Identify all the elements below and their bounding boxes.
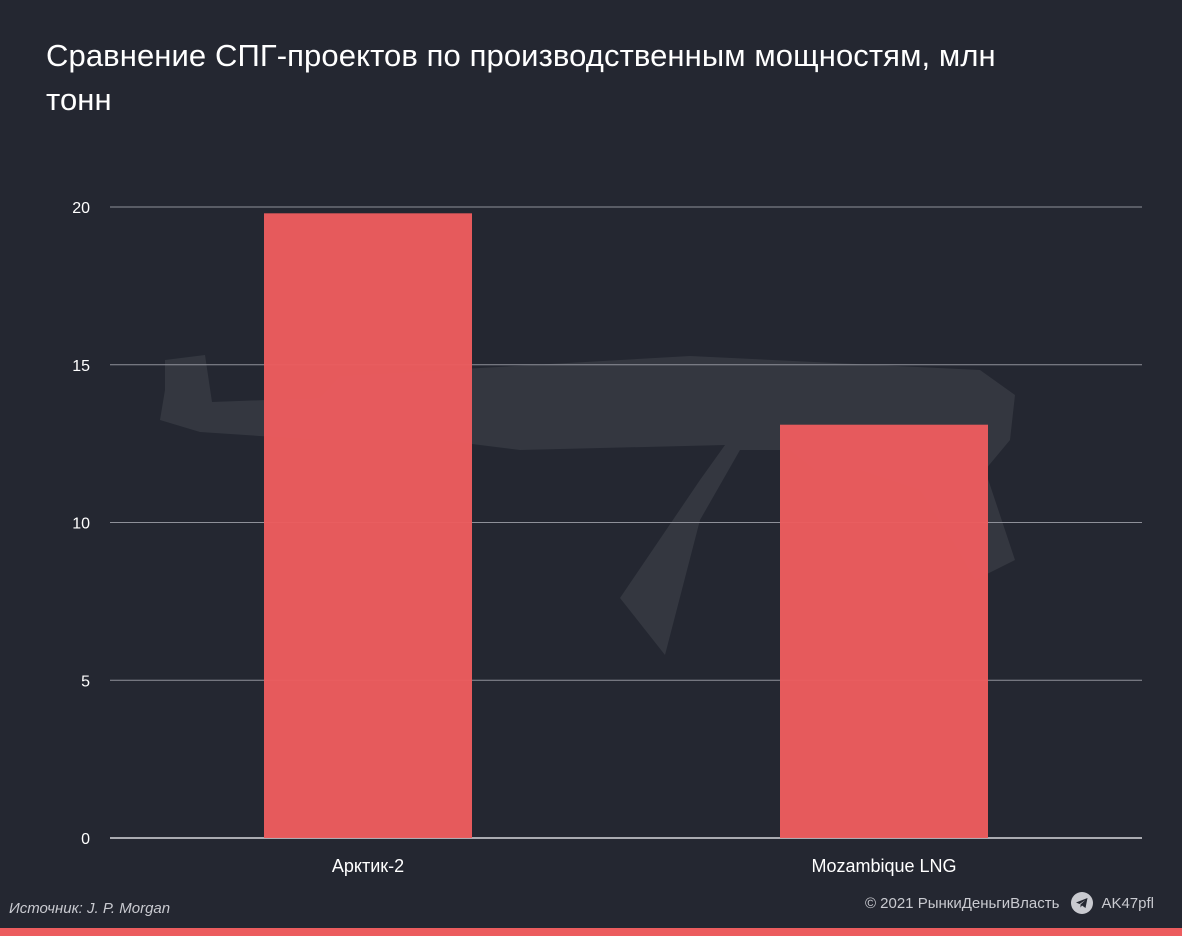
credit: © 2021 РынкиДеньгиВласть AK47pfl bbox=[865, 892, 1154, 914]
chart-title: Сравнение СПГ-проектов по производственн… bbox=[46, 38, 996, 117]
bar bbox=[264, 213, 472, 838]
bar bbox=[780, 424, 988, 838]
x-tick-label: Арктик-2 bbox=[332, 856, 404, 876]
y-tick-label: 20 bbox=[72, 200, 90, 217]
y-tick-label: 15 bbox=[72, 358, 90, 375]
accent-bar bbox=[0, 928, 1182, 936]
y-tick-label: 10 bbox=[72, 516, 90, 533]
copyright-text: © 2021 РынкиДеньгиВласть bbox=[864, 894, 1060, 912]
y-axis-labels: 0 5 10 15 20 bbox=[72, 200, 90, 848]
y-tick-label: 0 bbox=[81, 831, 90, 848]
x-axis-labels: Арктик-2 Mozambique LNG bbox=[332, 856, 957, 876]
telegram-icon bbox=[1071, 892, 1094, 914]
y-tick-label: 5 bbox=[81, 673, 90, 690]
channel-name[interactable]: AK47pfl bbox=[1101, 894, 1154, 912]
x-tick-label: Mozambique LNG bbox=[811, 856, 956, 876]
bars bbox=[264, 213, 988, 838]
source-note: Источник: J. P. Morgan bbox=[9, 900, 171, 917]
